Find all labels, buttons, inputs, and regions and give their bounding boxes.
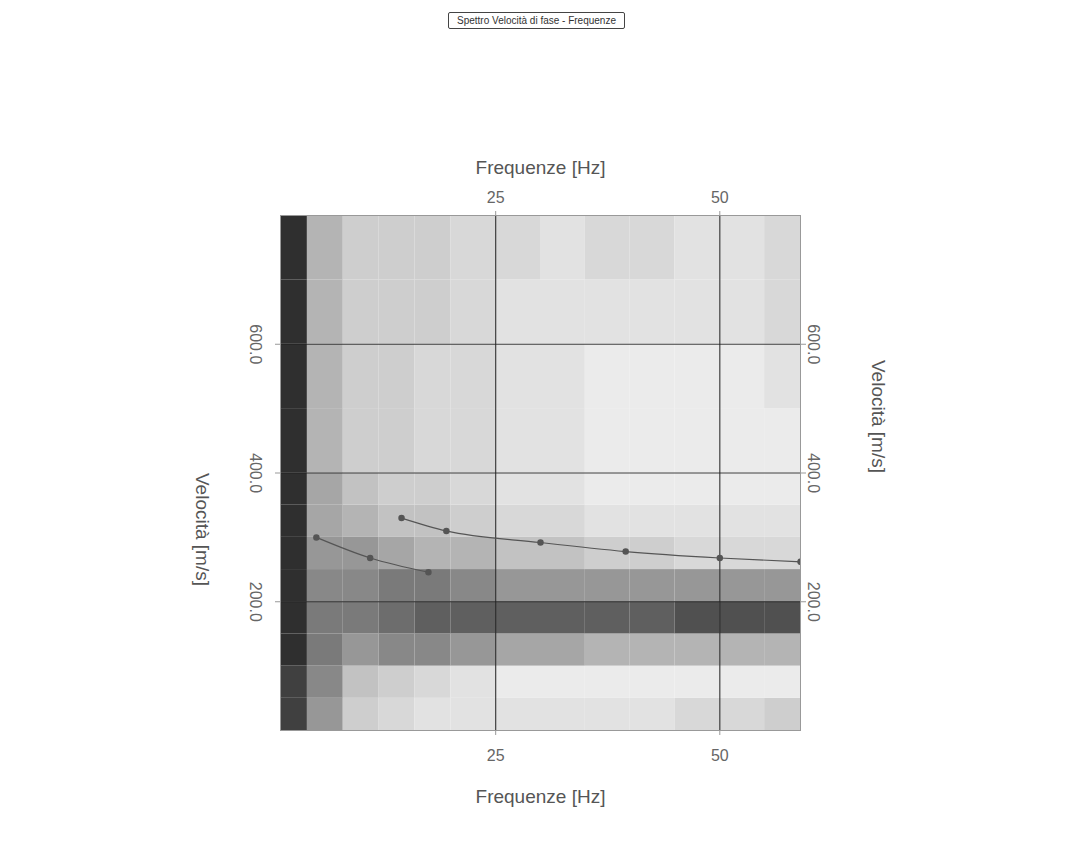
svg-text:600.0: 600.0 [805,324,822,364]
svg-text:400.0: 400.0 [247,453,264,493]
svg-text:Frequenze [Hz]: Frequenze [Hz] [476,157,606,178]
svg-text:Velocità [m/s]: Velocità [m/s] [868,360,889,473]
svg-text:200.0: 200.0 [247,582,264,622]
html-text:Spettro Velocità di fase - Fre: Spettro Velocità di fase - Frequenze [457,14,616,26]
svg-text:25: 25 [487,747,505,764]
svg-text:600.0: 600.0 [247,324,264,364]
svg-text:Frequenze [Hz]: Frequenze [Hz] [476,786,606,807]
svg-text:25: 25 [487,189,505,206]
svg-text:400.0: 400.0 [805,453,822,493]
svg-text:Velocità [m/s]: Velocità [m/s] [192,473,213,586]
svg-text:50: 50 [711,747,729,764]
svg-text:50: 50 [711,189,729,206]
svg-text:200.0: 200.0 [805,582,822,622]
